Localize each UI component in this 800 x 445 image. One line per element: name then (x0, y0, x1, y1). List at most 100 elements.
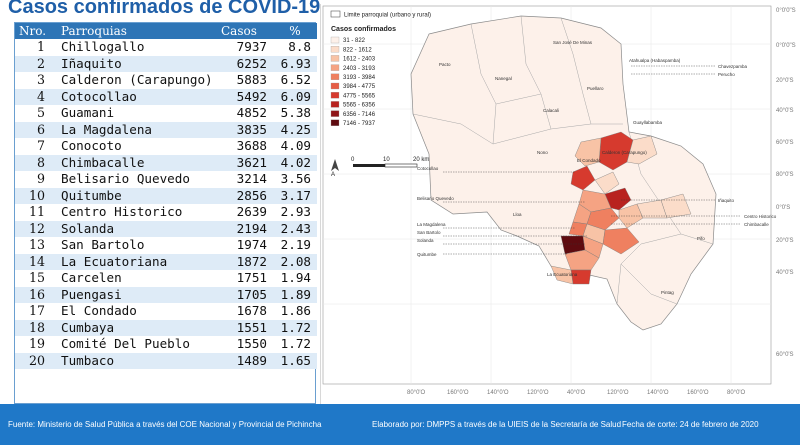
legend-swatch (330, 55, 340, 62)
boundary-legend-label: Limite parroquial (urbano y rural) (344, 13, 431, 19)
label-solanda: Solanda (417, 238, 434, 243)
row-nro: 13 (28, 237, 45, 252)
label-pacto: Pacto (439, 62, 451, 67)
table-row: 9 Belisario Quevedo 3214 3.56 (15, 171, 317, 188)
label-calacali: Calacali (543, 108, 559, 113)
latitude-label: 80°0'S (776, 172, 794, 178)
table-row: 17 El Condado 1678 1.86 (15, 303, 317, 320)
map-panel: Limite parroquial (urbano y rural) Casos… (320, 4, 798, 404)
map-svg: Limite parroquial (urbano y rural) Casos… (322, 5, 796, 396)
north-arrow-icon: A (331, 159, 339, 178)
row-pct: 8.8 (288, 39, 311, 54)
parish-cotocollao (570, 165, 596, 191)
row-parroquia: Quitumbe (61, 187, 122, 203)
table-row: 10 Quitumbe 2856 3.17 (15, 187, 317, 204)
legend-swatch (330, 73, 340, 80)
row-casos: 4852 (236, 105, 267, 120)
latitude-labels: 0°0'0"S 0°0'0"S 20°0'S 40°0'S 60°0'S 80°0'S 0°… (776, 8, 796, 358)
row-nro: 7 (36, 138, 45, 153)
legend-swatch (330, 64, 340, 71)
place-labels: Pacto San José De Minas Atahualpa (Habas… (417, 40, 777, 295)
legend-label: 5565 - 6356 (343, 103, 376, 109)
row-pct: 4.09 (280, 138, 311, 153)
row-parroquia: Cumbaya (61, 319, 115, 335)
boundary-legend-swatch (330, 10, 341, 18)
row-casos: 3621 (236, 154, 267, 170)
legend-swatch (330, 119, 340, 126)
label-centro: Centro Historico (744, 214, 777, 219)
scale-end: 20 km (413, 157, 429, 163)
row-parroquia: Chillogallo (61, 39, 145, 54)
longitude-label: 160°0'O (447, 390, 469, 396)
legend-swatch (330, 101, 340, 108)
row-parroquia: Solanda (61, 220, 115, 236)
row-pct: 1.94 (280, 270, 311, 285)
parish-ecuatoriana (550, 265, 574, 285)
row-casos: 1551 (236, 319, 267, 335)
row-parroquia: Cotocollao (61, 88, 137, 104)
svg-text:A: A (331, 172, 335, 178)
row-casos: 1678 (236, 303, 267, 318)
latitude-label: 20°0'S (776, 238, 794, 244)
row-pct: 2.43 (280, 220, 311, 236)
latitude-label: 40°0'S (776, 270, 794, 276)
row-casos: 1550 (236, 336, 267, 351)
row-casos: 1974 (236, 237, 267, 252)
header-pct: % (289, 24, 301, 38)
label-chavezpamba: Chavezpamba (718, 64, 748, 69)
row-parroquia: La Magdalena (61, 121, 152, 137)
legend-swatch (330, 110, 340, 117)
longitude-label: 40°0'O (567, 390, 586, 396)
row-nro: 14 (28, 253, 45, 269)
row-nro: 20 (28, 352, 45, 368)
label-san-bartolo: San Bartolo (417, 230, 441, 235)
choropleth-legend: 31 - 822 822 - 1612 1612 - 2403 2403 - 3193… (330, 36, 376, 127)
table-row: 20 Tumbaco 1489 1.65 (15, 352, 317, 369)
label-chimbacalle: Chimbacalle (744, 222, 769, 227)
label-lloa: Lloa (513, 212, 522, 217)
label-quitumbe: Quitumbe (417, 252, 437, 257)
row-parroquia: Centro Historico (61, 204, 183, 219)
label-el-condado: El Condado (577, 158, 601, 163)
row-pct: 4.25 (280, 121, 311, 137)
row-pct: 1.89 (280, 286, 311, 302)
table-row: 16 Puengasi 1705 1.89 (15, 286, 317, 303)
longitude-label: 120°0'O (607, 390, 629, 396)
row-nro: 11 (28, 204, 45, 219)
legend-label: 822 - 1612 (343, 47, 372, 53)
latitude-label: 0°0'0"S (776, 43, 796, 49)
row-pct: 6.52 (280, 72, 311, 87)
row-parroquia: Comité Del Pueblo (61, 336, 190, 351)
longitude-label: 140°0'O (487, 390, 509, 396)
table-row: 2 Iñaquito 6252 6.93 (15, 55, 317, 72)
row-nro: 9 (36, 171, 45, 186)
longitude-labels: 80°0'O 160°0'O 140°0'O 120°0'O 40°0'O 120°0'O… (407, 390, 746, 396)
table-row: 3 Calderon (Carapungo) 5883 6.52 (15, 72, 317, 89)
row-nro: 10 (28, 187, 45, 203)
row-pct: 2.08 (280, 253, 311, 269)
row-nro: 2 (36, 55, 45, 71)
table-row: 15 Carcelen 1751 1.94 (15, 270, 317, 287)
legend-title: Casos confirmados (331, 26, 396, 33)
longitude-label: 80°0'O (727, 390, 746, 396)
scale-mid: 10 (383, 157, 390, 163)
table-row: 11 Centro Historico 2639 2.93 (15, 204, 317, 221)
label-cotocollao: Cotocollao (417, 166, 439, 171)
label-pintag: Pintag (661, 290, 674, 295)
row-casos: 1872 (236, 253, 267, 269)
row-casos: 2856 (236, 187, 267, 203)
label-guayllabamba: Guayllabamba (633, 120, 663, 125)
longitude-label: 140°0'O (647, 390, 669, 396)
row-casos: 3688 (236, 138, 267, 153)
row-pct: 6.09 (280, 88, 311, 104)
table-row: 1 Chillogallo 7937 8.8 (15, 39, 317, 56)
table-body: 1 Chillogallo 7937 8.8 2 Iñaquito 6252 6.93 3 Cal… (15, 39, 317, 369)
row-casos: 3835 (236, 121, 267, 137)
row-casos: 7937 (236, 39, 267, 54)
legend-swatch (330, 82, 340, 90)
cases-table-container: Nro. Parroquias Casos % 1 Chillogallo 7937… (14, 22, 317, 404)
row-pct: 5.38 (280, 105, 311, 120)
legend-label: 7146 - 7937 (343, 121, 376, 127)
legend-label: 4775 - 5565 (343, 93, 376, 99)
label-nanegal: Nanegal (495, 76, 512, 81)
